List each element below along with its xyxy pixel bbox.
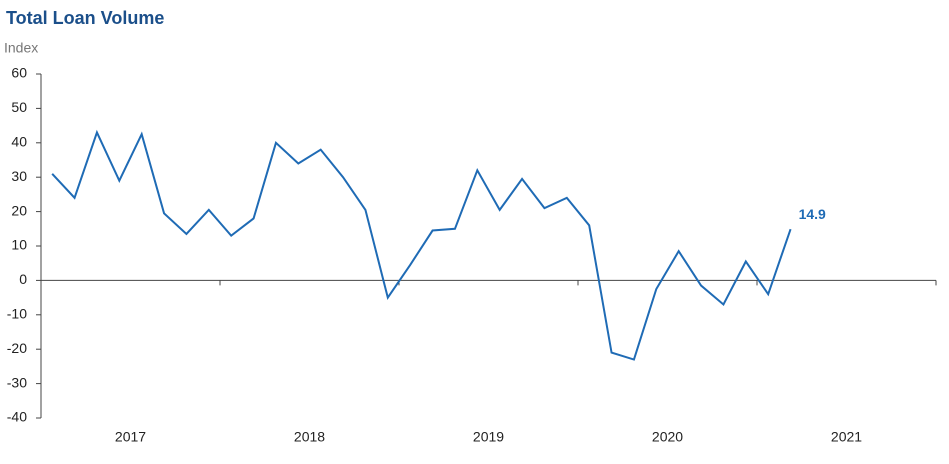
y-axis-label: Index [4,40,38,56]
y-tick-label: 40 [11,134,27,150]
chart-title: Total Loan Volume [6,8,164,28]
y-tick-label: -10 [7,306,27,322]
y-tick-label: 50 [11,99,27,115]
y-tick-label: 20 [11,202,27,218]
y-tick-label: 10 [11,237,27,253]
x-tick-label: 2021 [831,429,862,445]
y-tick-label: -40 [7,409,27,425]
y-tick-label: -20 [7,340,27,356]
x-tick-label: 2020 [652,429,683,445]
data-line [51,129,792,361]
y-tick-label: 0 [19,271,27,287]
y-tick-label: 60 [11,65,27,81]
x-tick-label: 2019 [473,429,504,445]
data-label: 14.9 [799,206,826,222]
y-tick-label: -30 [7,374,27,390]
x-tick-label: 2017 [115,429,146,445]
y-tick-label: 30 [11,168,27,184]
x-tick-label: 2018 [294,429,325,445]
